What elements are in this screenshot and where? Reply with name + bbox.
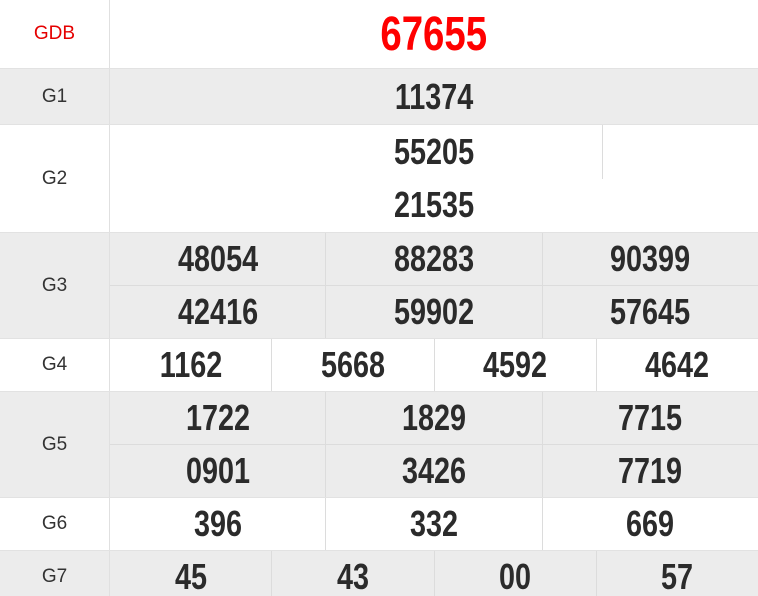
prize-cell: 332	[325, 498, 541, 550]
prize-row-label-g2: G2	[0, 125, 110, 232]
prize-number: 5668	[320, 344, 385, 385]
prize-cell: 7715	[541, 392, 758, 444]
prize-number: 669	[626, 503, 675, 544]
prize-row-content: 11374	[110, 69, 758, 124]
prize-cell: 57	[595, 551, 758, 596]
prize-cell: 396	[110, 498, 325, 550]
prize-number: 4642	[645, 344, 710, 385]
prize-line: 396 332 669	[110, 498, 758, 550]
prize-number: 45	[174, 556, 207, 596]
prize-row-content: 67655	[110, 0, 758, 68]
prize-number: 1829	[401, 397, 467, 438]
prize-line: 21535	[110, 179, 758, 233]
prize-cell: 4642	[595, 339, 758, 391]
prize-number: 7719	[618, 450, 683, 491]
prize-row-content: 1722 1829 7715 0901 3426 7719	[110, 392, 758, 497]
prize-line: 48054 88283 90399	[110, 233, 758, 285]
prize-number: 00	[499, 556, 532, 596]
prize-number: 57645	[610, 291, 691, 332]
prize-row-content: 1162 5668 4592 4642	[110, 339, 758, 391]
prize-line: 1722 1829 7715	[110, 392, 758, 444]
prize-row-label-g7: G7	[0, 551, 110, 596]
prize-number: 88283	[393, 238, 475, 279]
prize-cell: 00	[433, 551, 596, 596]
prize-cell: 4592	[433, 339, 596, 391]
prize-cell: 1722	[110, 392, 325, 444]
prize-line: 67655	[110, 0, 758, 68]
prize-row-g7: G7 45 43 00 57	[0, 550, 758, 596]
prize-number: 59902	[393, 291, 475, 332]
prize-number: 11374	[394, 75, 474, 117]
prize-row-content: 48054 88283 90399 42416 59902 57645	[110, 233, 758, 338]
prize-number: 0901	[185, 450, 250, 491]
prize-number: 57	[661, 556, 694, 596]
prize-row-g4: G4 1162 5668 4592 4642	[0, 338, 758, 391]
prize-row-label-gdb: GDB	[0, 0, 110, 68]
prize-cell: 55205	[110, 125, 758, 179]
prize-line: 55205	[110, 125, 758, 179]
prize-number: 42416	[177, 291, 258, 332]
prize-number: 43	[336, 556, 369, 596]
prize-number: 1162	[159, 344, 222, 385]
prize-row-gdb: GDB 67655	[0, 0, 758, 68]
prize-cell: 43	[271, 551, 433, 596]
prize-row-g1: G1 11374	[0, 68, 758, 124]
prize-number: 396	[193, 503, 242, 544]
prize-number: 332	[409, 503, 459, 544]
prize-row-label-g4: G4	[0, 339, 110, 391]
prize-cell: 67655	[110, 0, 758, 68]
prize-cell: 59902	[325, 286, 541, 338]
prize-line: 42416 59902 57645	[110, 285, 758, 338]
prize-cell: 42416	[110, 286, 325, 338]
prize-number: 7715	[618, 397, 683, 438]
prize-number: 4592	[483, 344, 548, 385]
prize-cell: 5668	[271, 339, 433, 391]
prize-row-content: 55205 21535	[110, 125, 758, 232]
prize-cell: 669	[541, 498, 758, 550]
prize-row-label-g5: G5	[0, 392, 110, 497]
prize-cell: 1829	[325, 392, 541, 444]
prize-number: 48054	[177, 238, 258, 279]
prize-cell: 45	[110, 551, 271, 596]
prize-cell: 1162	[110, 339, 271, 391]
prize-line: 11374	[110, 69, 758, 124]
prize-row-g5: G5 1722 1829 7715 0901 3426 7719	[0, 391, 758, 497]
prize-row-content: 396 332 669	[110, 498, 758, 550]
prize-row-g2: G2 55205 21535	[0, 124, 758, 232]
prize-cell: 88283	[325, 233, 541, 285]
prize-row-g3: G3 48054 88283 90399 42416 59902 57645	[0, 232, 758, 338]
prize-line: 45 43 00 57	[110, 551, 758, 596]
prize-number: 21535	[393, 184, 475, 226]
prize-number: 3426	[401, 450, 467, 491]
prize-cell: 57645	[541, 286, 758, 338]
prize-cell: 7719	[541, 445, 758, 497]
prize-row-content: 45 43 00 57	[110, 551, 758, 596]
prize-cell: 3426	[325, 445, 541, 497]
prize-line: 1162 5668 4592 4642	[110, 339, 758, 391]
prize-cell: 48054	[110, 233, 325, 285]
partial-cell-divider	[602, 125, 603, 179]
prize-cell: 90399	[541, 233, 758, 285]
prize-number: 1722	[185, 397, 250, 438]
prize-row-label-g1: G1	[0, 69, 110, 124]
prize-number: 55205	[393, 130, 475, 172]
prize-row-label-g3: G3	[0, 233, 110, 338]
prize-line: 0901 3426 7719	[110, 444, 758, 497]
prize-number: 90399	[610, 238, 691, 279]
prize-row-label-g6: G6	[0, 498, 110, 550]
prize-row-g6: G6 396 332 669	[0, 497, 758, 550]
prize-number: 67655	[380, 7, 488, 61]
prize-cell: 21535	[110, 179, 758, 233]
prize-cell: 11374	[110, 69, 758, 124]
prize-cell: 0901	[110, 445, 325, 497]
